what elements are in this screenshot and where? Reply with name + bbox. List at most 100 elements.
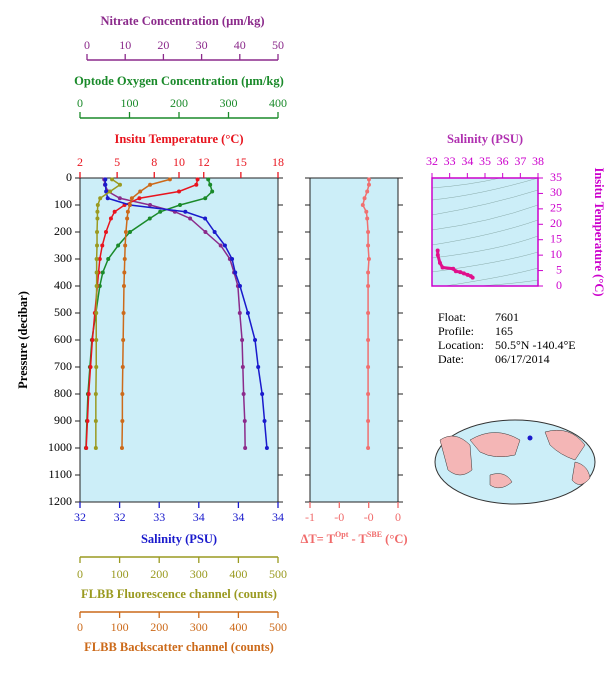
profile-point [366,311,371,315]
profile-point [158,209,163,214]
y-tick-label: 400 [54,278,72,292]
axis-title: ΔT= TOpt - TSBE (°C) [300,530,407,546]
y-tick-label: 200 [54,224,72,238]
profile-point [195,177,200,182]
y-tick-label: 600 [54,332,72,346]
profile-point [103,177,108,182]
ts-point [461,271,466,276]
axis-title: Nitrate Concentration (µm/kg) [100,14,264,28]
y-tick-label: 1200 [48,494,72,508]
ts-point [458,270,463,275]
profile-point [123,243,128,248]
info-value: 06/17/2014 [495,352,550,366]
profile-point [86,392,91,396]
profile-point [84,446,89,450]
profile-point [183,209,188,214]
x-tick-label: 12 [198,155,210,169]
profile-point [93,392,98,396]
profile-point [95,230,100,234]
x-tick-label: 35 [479,154,491,168]
y-tick-label: 100 [54,197,72,211]
profile-point [366,243,371,248]
profile-point [90,338,95,342]
plot-background [80,178,278,502]
axis-title: Salinity (PSU) [141,532,217,546]
x-tick-label: 30 [196,38,208,52]
profile-point [237,311,242,315]
axis-title: FLBB Fluorescence channel (counts) [81,587,277,601]
y-tick-label: 10 [550,247,562,261]
x-tick-label: 32 [426,154,438,168]
y-tick-label: 30 [550,185,562,199]
x-tick-label: 400 [269,96,287,110]
x-tick-label: 20 [157,38,169,52]
profile-point [88,365,93,369]
profile-point [123,230,128,234]
x-tick-label: 34 [193,510,205,524]
profile-point [167,177,172,182]
x-tick-label: 33 [153,510,165,524]
x-tick-label: 10 [173,155,185,169]
y-tick-label: 500 [54,305,72,319]
x-tick-label: 100 [121,96,139,110]
x-tick-label: 200 [170,96,188,110]
world-map [434,419,596,505]
profile-point [100,270,105,275]
profile-point [121,311,126,315]
axis-title: Salinity (PSU) [447,132,523,146]
info-value: 50.5°N -140.4°E [495,338,576,352]
x-tick-label: 200 [150,567,168,581]
y-tick-label: 5 [556,262,562,276]
info-label: Profile: [438,324,474,338]
x-tick-label: 34 [232,510,244,524]
profile-point [120,392,125,396]
x-tick-label: 15 [235,155,247,169]
y-tick-label: 20 [550,216,562,230]
profile-point [147,216,152,221]
profile-point [208,182,213,187]
profile-point [177,189,181,194]
x-tick-label: 100 [111,567,129,581]
profile-point [127,203,132,207]
profile-point [121,284,126,288]
profile-point [194,182,199,187]
profile-point [241,392,246,396]
y-tick-label: 35 [550,170,562,184]
profile-point [256,365,261,369]
x-tick-label: 10 [119,38,131,52]
profile-point [95,243,100,248]
x-tick-label: 0 [77,567,83,581]
profile-point [206,177,211,182]
profile-point [110,177,115,182]
profile-point [364,209,369,214]
x-tick-label: 0 [77,96,83,110]
y-tick-label: 25 [550,201,562,215]
profile-point [366,338,371,342]
profile-point [105,196,110,201]
profile-point [98,196,103,201]
x-tick-label: 300 [220,96,238,110]
profile-point [97,257,102,261]
x-tick-label: 200 [150,620,168,634]
profile-point [203,196,208,201]
profile-point [233,270,238,275]
profile-point [366,446,371,450]
profile-point [94,270,99,275]
profile-point [218,243,223,248]
info-label: Float: [438,310,466,324]
x-tick-label: 8 [151,155,157,169]
profile-point [148,182,153,187]
info-label: Location: [438,338,484,352]
profile-point [122,257,127,261]
profile-point [362,196,367,201]
profile-point [366,392,371,396]
profile-point [366,419,371,423]
x-tick-label: 300 [190,620,208,634]
x-tick-label: 33 [444,154,456,168]
profile-point [360,203,365,207]
axis-title: Optode Oxygen Concentration (µm/kg) [74,74,284,88]
axis-title: Insitu Temperature (°C) [592,167,606,296]
profile-point [94,257,99,261]
profile-line [85,179,199,449]
